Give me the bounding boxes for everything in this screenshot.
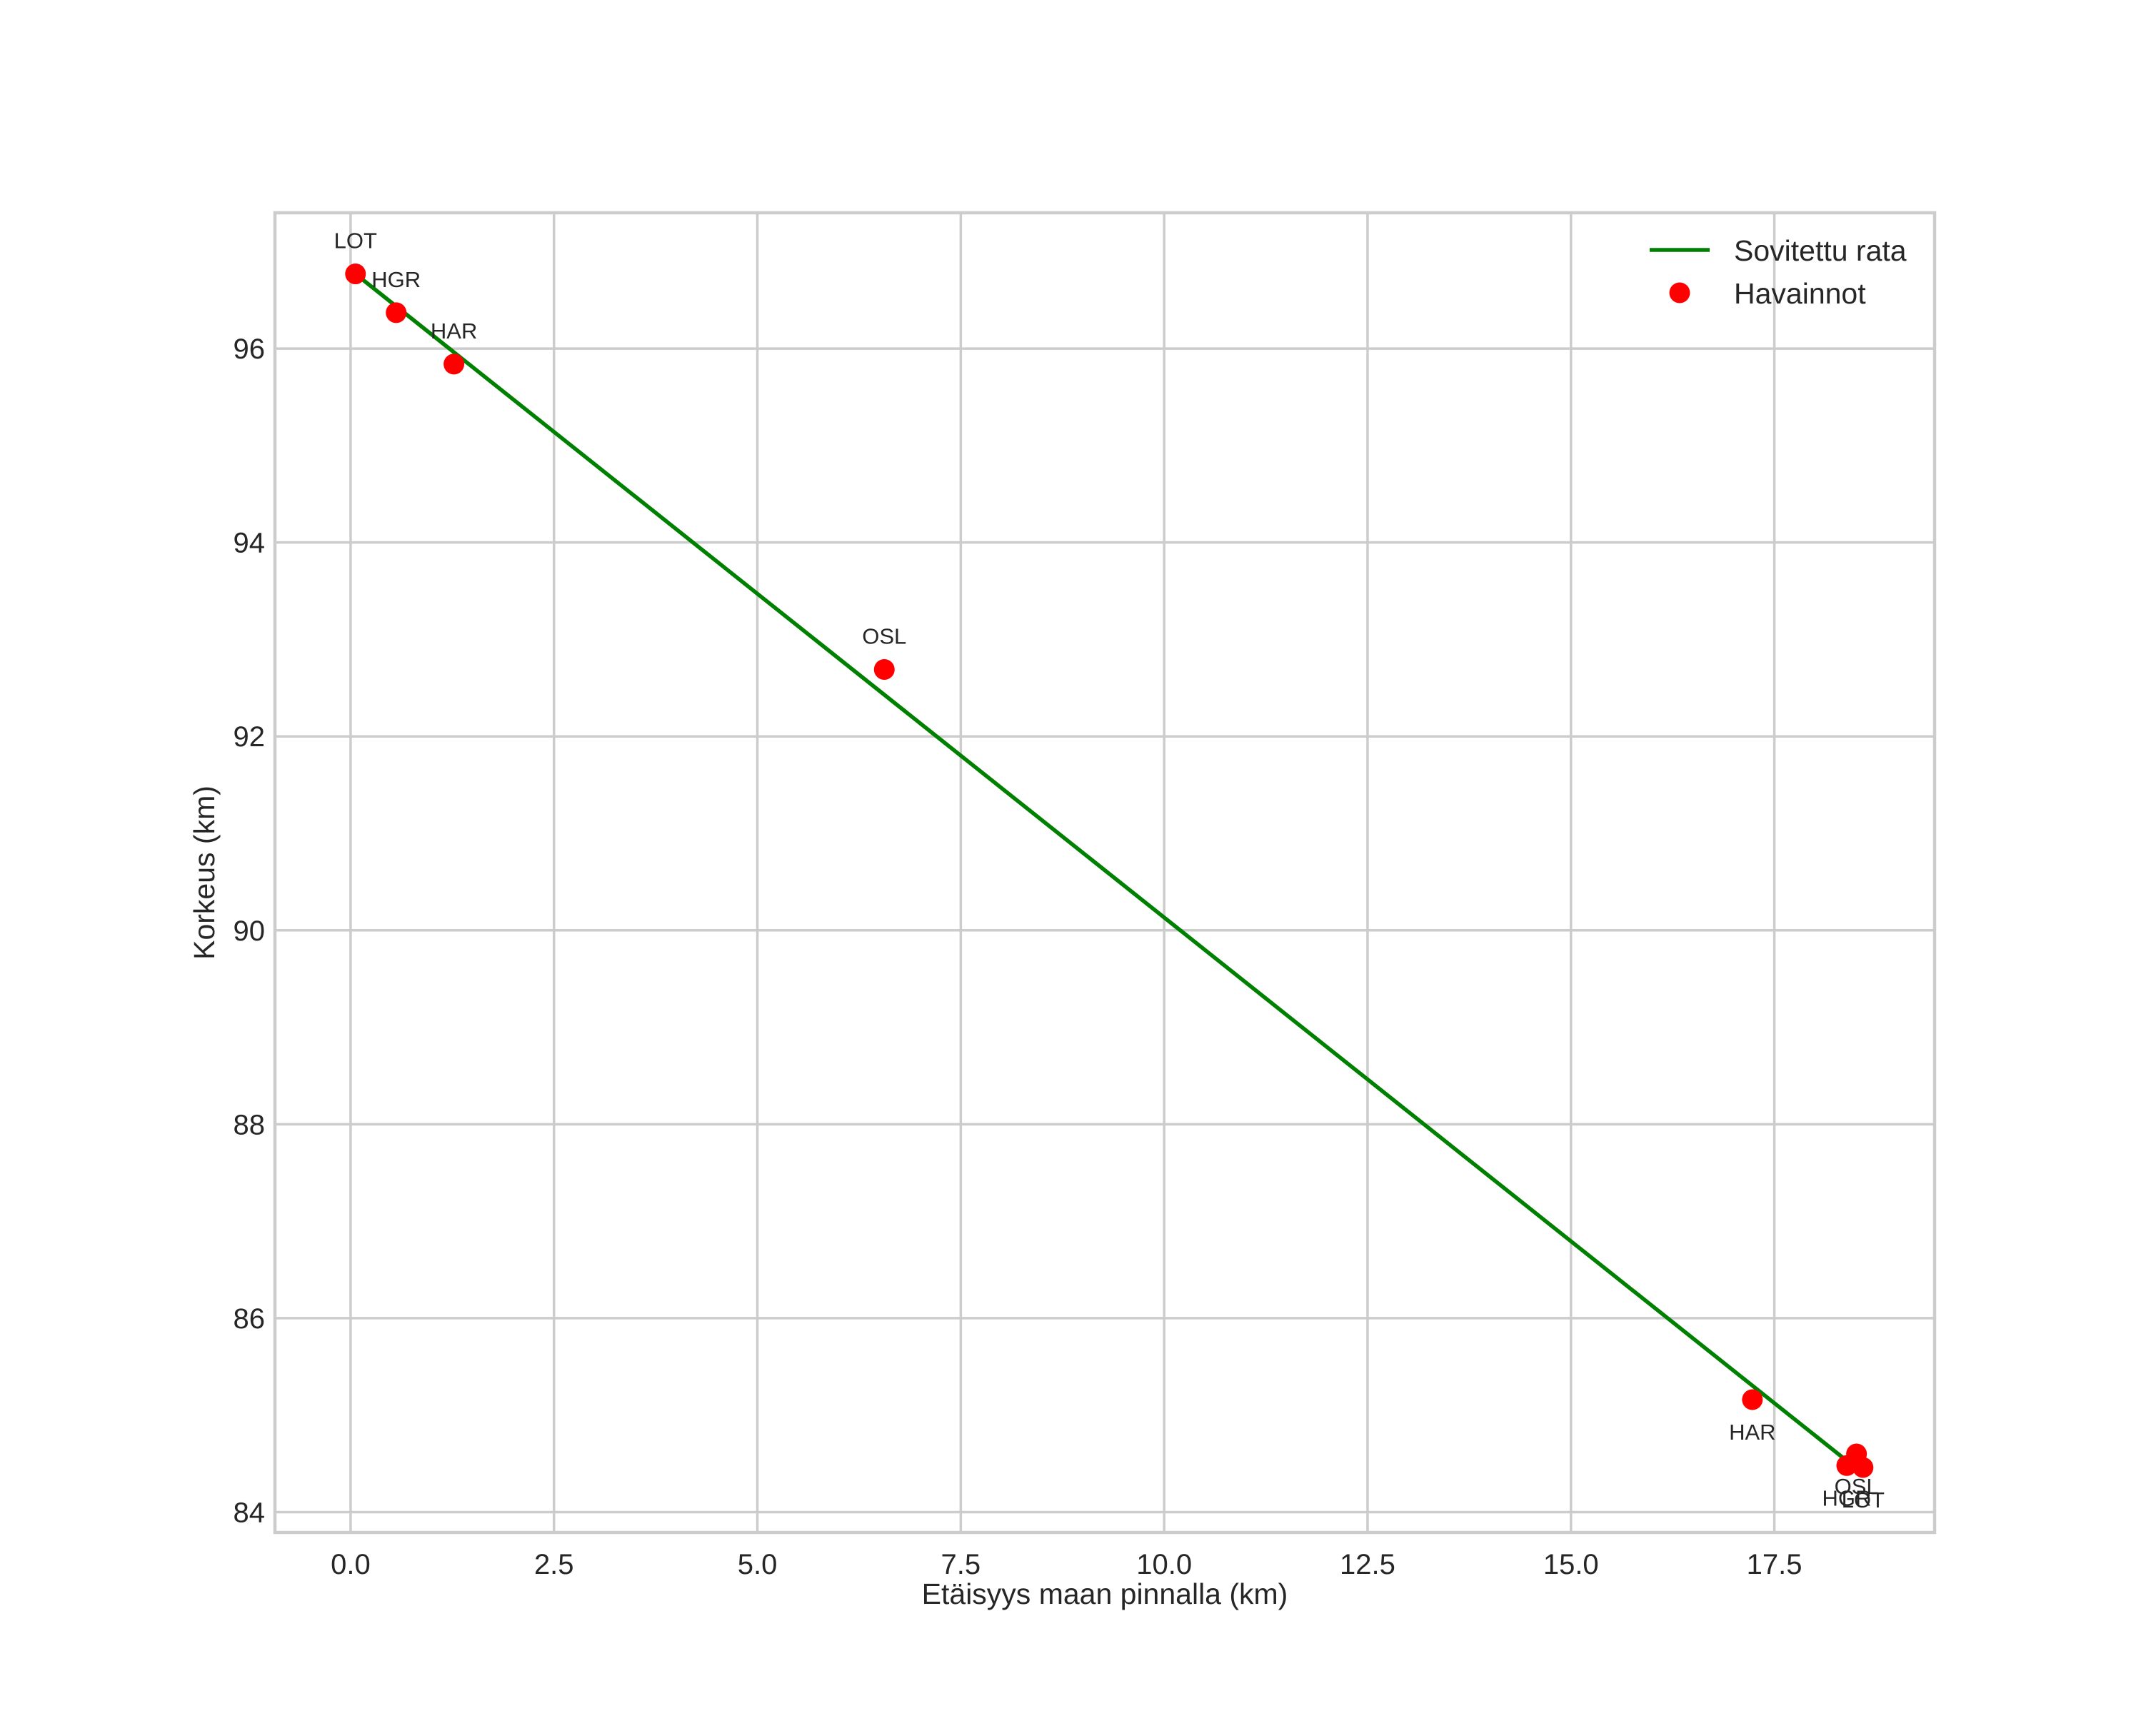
- y-axis-label: Korkeus (km): [188, 786, 221, 960]
- observation-label: HAR: [1729, 1420, 1775, 1445]
- x-tick-label: 10.0: [1136, 1549, 1192, 1580]
- x-tick-label: 12.5: [1340, 1549, 1395, 1580]
- observation-label: LOT: [1842, 1487, 1885, 1512]
- observation-label: LOT: [334, 229, 377, 254]
- observation-point: [386, 302, 407, 323]
- y-tick-label: 96: [234, 333, 266, 365]
- y-tick-label: 94: [234, 528, 266, 559]
- observation-point: [443, 353, 465, 375]
- x-tick-label: 17.5: [1747, 1549, 1802, 1580]
- observation-point: [1742, 1389, 1763, 1410]
- observation-label: OSL: [862, 624, 906, 649]
- plot-series: [345, 264, 1874, 1478]
- observation-point: [1852, 1457, 1874, 1478]
- legend-label-fit: Sovitettu rata: [1734, 234, 1907, 267]
- x-tick-label: 15.0: [1543, 1549, 1599, 1580]
- observation-point: [345, 264, 366, 285]
- x-tick-label: 0.0: [331, 1549, 371, 1580]
- fit-line: [354, 272, 1846, 1460]
- y-tick-label: 92: [234, 721, 266, 753]
- grid: [275, 213, 1935, 1532]
- legend-dot-icon: [1669, 282, 1690, 303]
- observation-label: OSL: [1835, 1474, 1879, 1499]
- observation-point: [873, 659, 895, 681]
- observation-label: HGR: [1822, 1485, 1872, 1510]
- observation-label: HAR: [431, 318, 477, 343]
- legend-label-observations: Havainnot: [1734, 277, 1866, 310]
- y-tick-label: 86: [234, 1303, 266, 1335]
- y-tick-label: 90: [234, 915, 266, 947]
- legend: Sovitettu rata Havainnot: [1650, 234, 1907, 310]
- x-tick-label: 2.5: [534, 1549, 574, 1580]
- y-tick-label: 84: [234, 1497, 266, 1528]
- x-axis-label: Etäisyys maan pinnalla (km): [922, 1577, 1288, 1610]
- y-tick-label: 88: [234, 1109, 266, 1140]
- x-tick-label: 5.0: [738, 1549, 778, 1580]
- observation-label: HGR: [371, 267, 421, 292]
- observation-point: [1836, 1455, 1857, 1476]
- x-axis-ticks: 0.0 2.5 5.0 7.5 10.0 12.5 15.0 17.5: [331, 1549, 1802, 1580]
- y-axis-ticks: 84 86 88 90 92 94 96: [234, 333, 266, 1528]
- plot-frame: [273, 211, 1937, 1535]
- x-tick-label: 7.5: [941, 1549, 981, 1580]
